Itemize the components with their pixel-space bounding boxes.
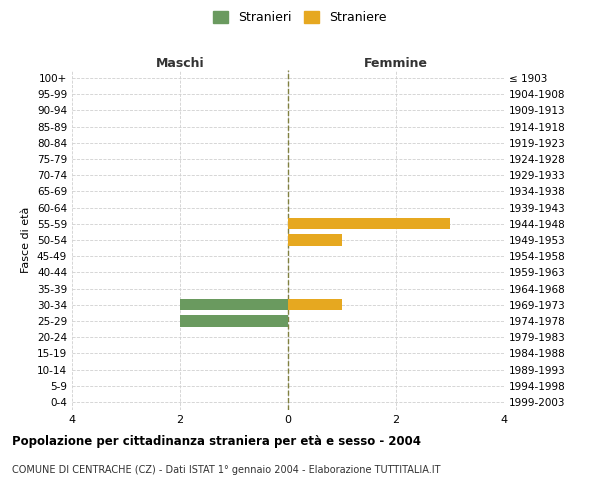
Y-axis label: Fasce di età: Fasce di età [22,207,31,273]
Legend: Stranieri, Straniere: Stranieri, Straniere [213,11,387,24]
Text: Popolazione per cittadinanza straniera per età e sesso - 2004: Popolazione per cittadinanza straniera p… [12,435,421,448]
Bar [288,234,342,246]
Bar [180,299,288,310]
Bar [288,218,450,230]
Text: COMUNE DI CENTRACHE (CZ) - Dati ISTAT 1° gennaio 2004 - Elaborazione TUTTITALIA.: COMUNE DI CENTRACHE (CZ) - Dati ISTAT 1°… [12,465,440,475]
Text: Femmine: Femmine [364,57,428,70]
Bar [288,299,342,310]
Bar [180,316,288,326]
Text: Maschi: Maschi [155,57,205,70]
